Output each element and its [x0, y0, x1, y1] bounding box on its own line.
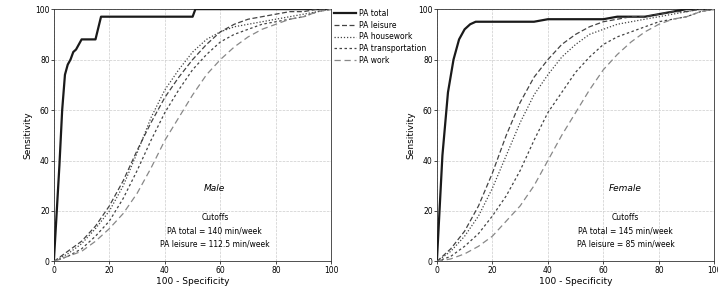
X-axis label: 100 - Specificity: 100 - Specificity: [539, 277, 612, 286]
X-axis label: 100 - Specificity: 100 - Specificity: [156, 277, 229, 286]
Y-axis label: Sensitivity: Sensitivity: [24, 112, 32, 159]
Text: Cutoffs
PA total = 140 min/week
PA leisure = 112.5 min/week: Cutoffs PA total = 140 min/week PA leisu…: [160, 213, 270, 249]
Text: Female: Female: [609, 184, 642, 193]
Text: Male: Male: [204, 184, 225, 193]
Text: Cutoffs
PA total = 145 min/week
PA leisure = 85 min/week: Cutoffs PA total = 145 min/week PA leisu…: [577, 213, 674, 249]
Y-axis label: Sensitivity: Sensitivity: [406, 112, 416, 159]
Legend: PA total, PA leisure, PA housework, PA transportation, PA work: PA total, PA leisure, PA housework, PA t…: [334, 9, 426, 65]
